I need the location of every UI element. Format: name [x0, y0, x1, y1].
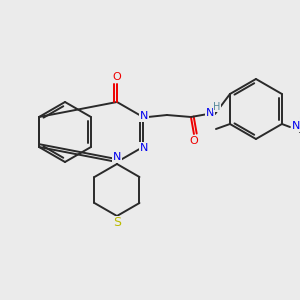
- Text: O: O: [112, 72, 121, 82]
- Text: O: O: [190, 136, 198, 146]
- Text: N: N: [140, 143, 148, 153]
- Text: N: N: [206, 108, 214, 118]
- Text: N: N: [113, 152, 121, 162]
- Text: N: N: [140, 111, 148, 121]
- Text: N: N: [292, 121, 300, 131]
- Text: S: S: [113, 217, 121, 230]
- Text: H: H: [213, 102, 220, 112]
